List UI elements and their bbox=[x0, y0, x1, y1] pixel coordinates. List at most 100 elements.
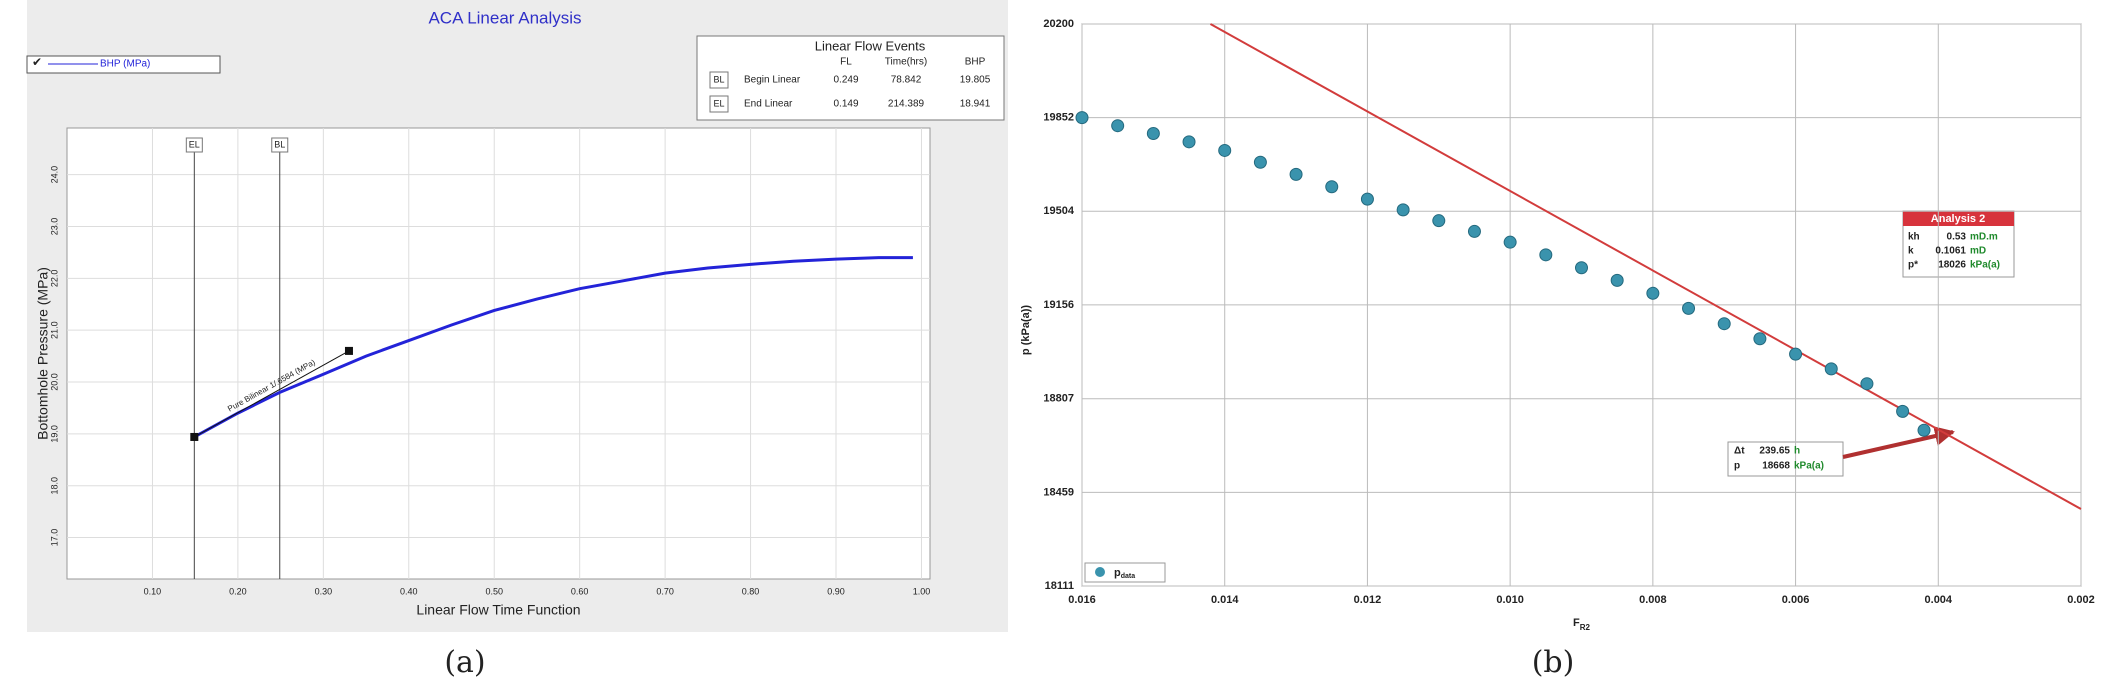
y-axis-label: Bottomhole Pressure (MPa) bbox=[35, 267, 51, 440]
data-point bbox=[1146, 126, 1160, 140]
analysis-unit: mD bbox=[1970, 246, 1986, 257]
x-tick-label: 0.30 bbox=[315, 586, 333, 596]
point-unit: kPa(a) bbox=[1794, 461, 1824, 472]
point-label: p bbox=[1734, 461, 1740, 472]
data-point bbox=[1075, 111, 1089, 125]
table-header: BHP bbox=[965, 57, 986, 68]
y-tick-label: 18111 bbox=[1045, 580, 1074, 592]
y-tick-label: 18.0 bbox=[49, 477, 59, 495]
x-tick-label: 0.006 bbox=[1782, 594, 1810, 606]
y-tick-label: 20.0 bbox=[49, 373, 59, 391]
annotation-end bbox=[190, 432, 199, 441]
data-point bbox=[1646, 286, 1660, 300]
x-tick-label: 0.012 bbox=[1354, 594, 1382, 606]
x-tick-label: 0.90 bbox=[827, 586, 845, 596]
analysis-unit: mD.m bbox=[1970, 232, 1998, 243]
trend-line bbox=[1209, 23, 2082, 510]
point-value: 239.65 bbox=[1759, 446, 1790, 457]
table-cell: 214.389 bbox=[888, 99, 925, 110]
data-point bbox=[1610, 273, 1624, 287]
y-tick-label: 19504 bbox=[1043, 205, 1074, 217]
y-tick-label: 24.0 bbox=[49, 166, 59, 184]
data-point bbox=[1289, 167, 1303, 181]
data-point bbox=[1789, 347, 1803, 361]
marker-label: EL bbox=[189, 139, 200, 149]
legend-label: BHP (MPa) bbox=[100, 59, 150, 70]
point-label: Δt bbox=[1734, 446, 1745, 457]
y-tick-label: 19852 bbox=[1043, 112, 1074, 124]
x-tick-label: 0.10 bbox=[144, 586, 162, 596]
x-tick-label: 0.016 bbox=[1068, 594, 1096, 606]
data-point bbox=[1896, 404, 1910, 418]
y-tick-label: 21.0 bbox=[49, 321, 59, 339]
x-tick-label: 0.004 bbox=[1925, 594, 1953, 606]
legend-label-main: p bbox=[1114, 567, 1121, 579]
row-code: EL bbox=[713, 98, 724, 108]
table-cell: 0.149 bbox=[833, 99, 858, 110]
data-point bbox=[1753, 332, 1767, 346]
caption: (a) bbox=[444, 645, 485, 680]
table-header: FL bbox=[840, 57, 852, 68]
data-point bbox=[1467, 224, 1481, 238]
row-code-box bbox=[709, 71, 729, 89]
x-tick-label: 0.010 bbox=[1496, 594, 1524, 606]
data-point bbox=[1360, 192, 1374, 206]
row-code: BL bbox=[713, 74, 724, 84]
legend-label-sub: data bbox=[1121, 573, 1136, 580]
x-axis-label: Linear Flow Time Function bbox=[416, 602, 580, 618]
data-point bbox=[1682, 301, 1696, 315]
table-cell: 78.842 bbox=[891, 75, 922, 86]
data-point bbox=[1917, 423, 1931, 437]
x-tick-label: 1.00 bbox=[913, 586, 931, 596]
marker-tag bbox=[185, 137, 203, 153]
legend-check: ✔ bbox=[32, 55, 42, 69]
y-axis-label: p (kPa(a)) bbox=[1020, 305, 1032, 355]
legend-b bbox=[1084, 562, 1166, 583]
x-tick-label: 0.70 bbox=[656, 586, 674, 596]
events-table bbox=[696, 35, 1005, 121]
data-point bbox=[1253, 155, 1267, 169]
y-tick-label: 19.0 bbox=[49, 425, 59, 443]
legend-label: pdata bbox=[1114, 567, 1135, 580]
y-tick-label: 19156 bbox=[1043, 299, 1074, 311]
marker-tag bbox=[271, 137, 289, 153]
point-box bbox=[1727, 441, 1844, 477]
data-point bbox=[1503, 235, 1517, 249]
data-point bbox=[1717, 317, 1731, 331]
data-point bbox=[1111, 119, 1125, 133]
analysis-value: 18026 bbox=[1938, 260, 1966, 271]
table-cell: 18.941 bbox=[960, 99, 991, 110]
chart-title: ACA Linear Analysis bbox=[428, 8, 581, 27]
point-unit: h bbox=[1794, 446, 1800, 457]
y-tick-label: 22.0 bbox=[49, 270, 59, 288]
data-point bbox=[1218, 143, 1232, 157]
analysis-value: 0.53 bbox=[1947, 232, 1967, 243]
data-point bbox=[1182, 135, 1196, 149]
data-point bbox=[1539, 248, 1553, 262]
data-point bbox=[1824, 362, 1838, 376]
row-label: End Linear bbox=[744, 99, 793, 110]
data-point bbox=[1575, 261, 1588, 275]
data-point bbox=[1860, 377, 1874, 391]
x-tick-label: 0.60 bbox=[571, 586, 589, 596]
analysis-box-header bbox=[1903, 211, 2014, 226]
y-tick-label: 20200 bbox=[1043, 18, 1074, 30]
annotation-line bbox=[194, 350, 350, 438]
analysis-label: kh bbox=[1908, 232, 1920, 243]
x-tick-label: 0.008 bbox=[1639, 594, 1667, 606]
analysis-label: k bbox=[1908, 246, 1914, 257]
x-axis-label-sub: R2 bbox=[1580, 623, 1591, 632]
analysis-unit: kPa(a) bbox=[1970, 260, 2000, 271]
x-tick-label: 0.80 bbox=[742, 586, 760, 596]
x-axis-label-main: F bbox=[1573, 617, 1580, 629]
table-header: Time(hrs) bbox=[885, 57, 927, 68]
table-title: Linear Flow Events bbox=[815, 38, 926, 53]
analysis-label: p* bbox=[1908, 260, 1918, 271]
table-cell: 19.805 bbox=[960, 75, 991, 86]
plot-area-a bbox=[66, 127, 931, 580]
point-value: 18668 bbox=[1762, 461, 1790, 472]
x-axis-label: FR2 bbox=[1573, 617, 1591, 632]
data-point bbox=[1432, 214, 1446, 228]
row-code-box bbox=[709, 95, 729, 113]
data-point bbox=[1325, 180, 1339, 194]
